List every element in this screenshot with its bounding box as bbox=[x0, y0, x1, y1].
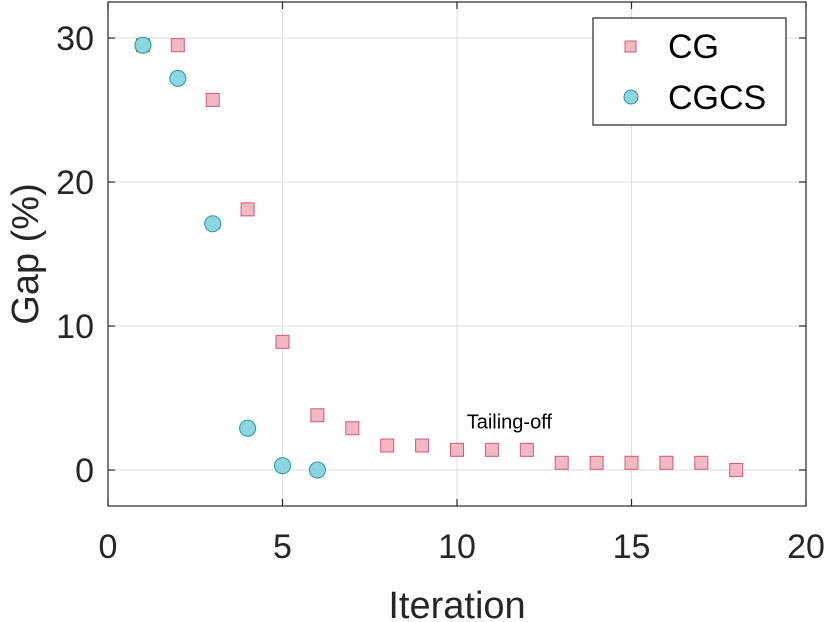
cgcs-point bbox=[308, 461, 326, 479]
annotation-tailing-off: Tailing-off bbox=[467, 411, 553, 433]
cg-point bbox=[380, 438, 395, 453]
cg-point bbox=[659, 455, 674, 470]
y-tick-label: 30 bbox=[56, 20, 94, 58]
legend-marker-cg bbox=[624, 40, 637, 53]
cg-point bbox=[450, 442, 464, 457]
legend-box bbox=[592, 17, 787, 126]
y-tick-label: 0 bbox=[75, 452, 94, 490]
cg-point bbox=[519, 442, 534, 457]
cg-point bbox=[170, 38, 185, 53]
y-tick-label: 20 bbox=[56, 164, 94, 202]
x-tick-label: 15 bbox=[613, 528, 651, 566]
legend-label-cgcs: CGCS bbox=[668, 79, 766, 117]
cgcs-point bbox=[169, 69, 187, 87]
legend-marker-cgcs bbox=[623, 89, 639, 105]
series-cgcs-points bbox=[134, 36, 326, 479]
cg-point bbox=[275, 334, 290, 349]
cg-point bbox=[694, 455, 709, 470]
cg-point bbox=[624, 455, 639, 470]
cg-point bbox=[310, 408, 325, 423]
y-tick-label: 10 bbox=[56, 308, 94, 346]
cg-point bbox=[415, 438, 430, 453]
legend: CG CGCS bbox=[592, 17, 787, 126]
y-axis-label: Gap (%) bbox=[5, 183, 47, 324]
x-tick-label: 0 bbox=[99, 528, 118, 566]
cgcs-point bbox=[274, 457, 291, 475]
legend-label-cg: CG bbox=[668, 28, 719, 66]
x-tick-label: 5 bbox=[273, 528, 292, 566]
cgcs-point bbox=[204, 215, 222, 233]
cg-point bbox=[484, 442, 499, 457]
cgcs-point bbox=[134, 36, 152, 54]
cg-point bbox=[589, 455, 604, 470]
x-axis-label: Iteration bbox=[388, 585, 525, 622]
cg-point bbox=[205, 92, 220, 107]
cgcs-point bbox=[239, 419, 257, 437]
x-tick-label: 20 bbox=[787, 528, 825, 566]
cg-point bbox=[240, 202, 255, 217]
cg-point bbox=[554, 455, 569, 470]
axis-ticks: 0 5 10 15 20 0 10 20 30 bbox=[56, 2, 825, 566]
x-tick-label: 10 bbox=[438, 528, 476, 566]
cg-point bbox=[729, 463, 744, 477]
cg-point bbox=[345, 421, 360, 436]
